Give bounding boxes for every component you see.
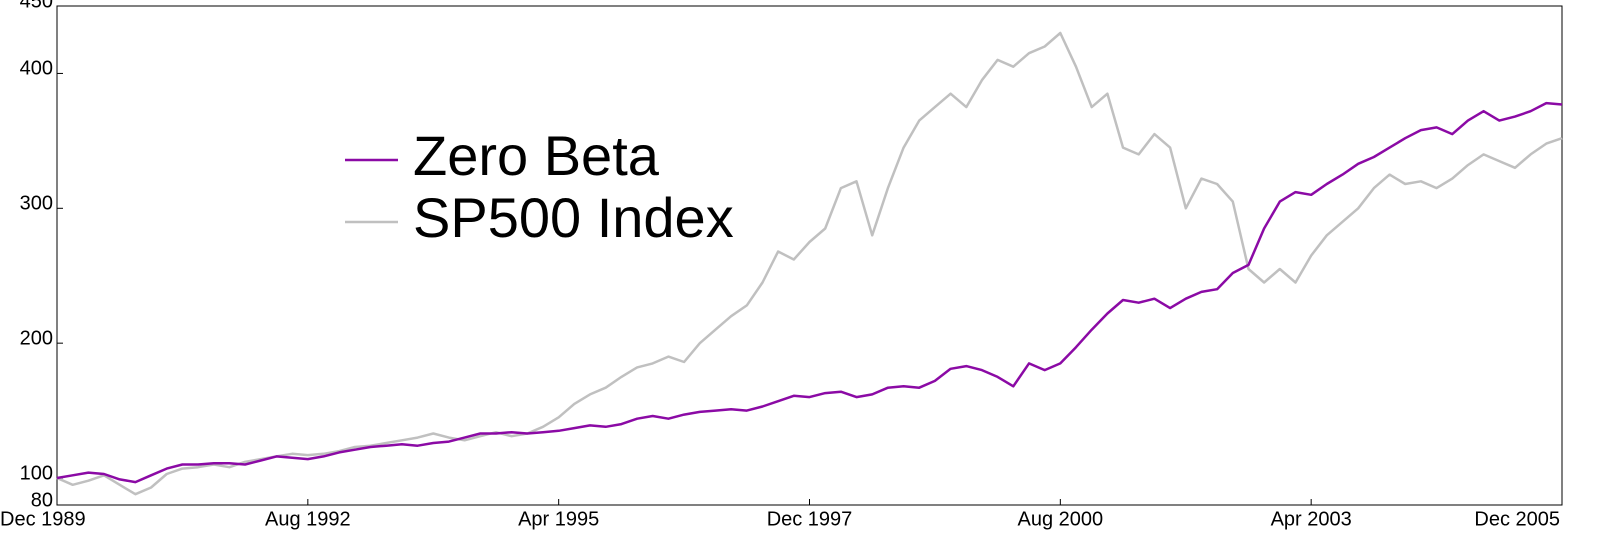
x-tick-label: Dec 1989 bbox=[0, 508, 86, 530]
y-tick-label: 200 bbox=[20, 327, 53, 349]
x-tick-label: Apr 1995 bbox=[518, 508, 599, 530]
plot-frame bbox=[56, 5, 1563, 506]
x-tick-label: Aug 1992 bbox=[265, 508, 351, 530]
y-tick-label: 400 bbox=[20, 58, 53, 80]
x-tick-label: Apr 2003 bbox=[1271, 508, 1352, 530]
y-tick-label: 300 bbox=[20, 193, 53, 215]
x-tick-label: Dec 2005 bbox=[1474, 508, 1560, 530]
legend-label: SP500 Index bbox=[413, 186, 734, 249]
y-tick-label: 450 bbox=[20, 0, 53, 12]
y-tick-label: 80 bbox=[31, 489, 53, 511]
series-line bbox=[56, 31, 1563, 496]
y-tick-label: 100 bbox=[20, 462, 53, 484]
series-line bbox=[56, 101, 1563, 484]
x-tick-label: Dec 1997 bbox=[767, 508, 853, 530]
legend-label: Zero Beta bbox=[413, 124, 660, 187]
x-tick-label: Aug 2000 bbox=[1018, 508, 1104, 530]
